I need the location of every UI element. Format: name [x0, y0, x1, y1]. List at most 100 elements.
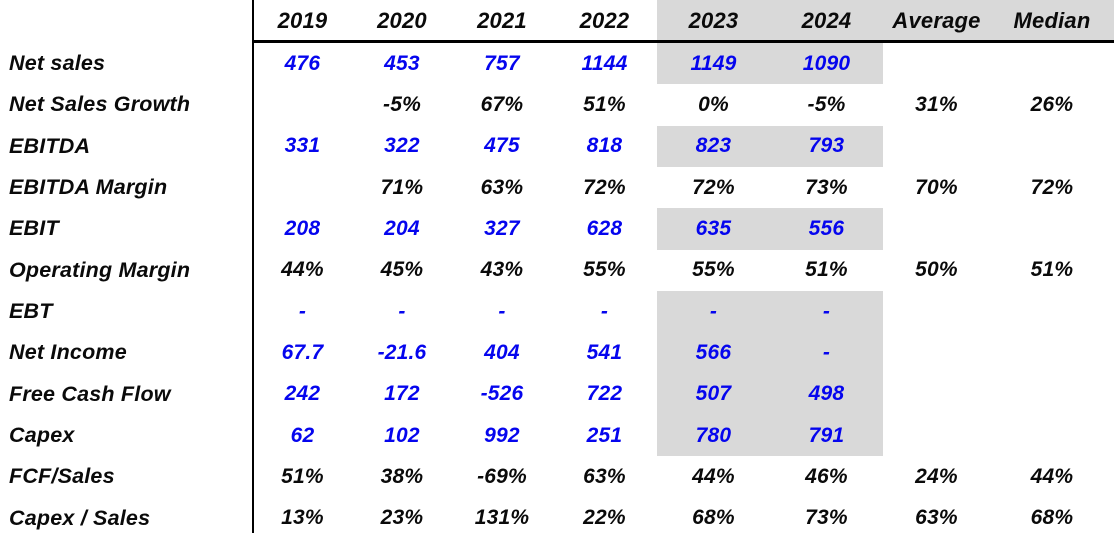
table-cell: 44% — [281, 258, 324, 282]
table-cell: 102 — [384, 423, 420, 447]
column-header-2023: 2023 — [657, 0, 770, 43]
row-label: Free Cash Flow — [9, 381, 171, 406]
table-cell: 780 — [657, 414, 770, 457]
table-cell: 71% — [380, 175, 424, 199]
table-cell: 72% — [583, 175, 626, 199]
table-cell: 51% — [583, 92, 626, 116]
row-label: EBT — [9, 299, 53, 324]
table-cell: - — [600, 299, 609, 323]
table-cell: 823 — [657, 125, 770, 167]
column-header-2019: 2019 — [277, 7, 328, 33]
table-cell: 43% — [480, 258, 524, 282]
table-cell: 556 — [770, 208, 883, 250]
row-label: Net sales — [9, 51, 106, 76]
table-cell: 818 — [586, 134, 623, 158]
table-cell: -526 — [480, 382, 524, 406]
table-cell — [990, 291, 1114, 332]
table-cell: 204 — [384, 216, 420, 240]
table-cell: 757 — [484, 51, 520, 75]
table-cell: 51% — [281, 464, 324, 488]
table-cell: -21.6 — [377, 340, 427, 364]
table-cell: 322 — [384, 134, 420, 158]
table-cell: 73% — [805, 506, 848, 530]
table-cell: 23% — [380, 506, 424, 530]
table-cell: - — [657, 290, 770, 333]
table-cell: 67% — [480, 92, 524, 116]
table-cell: 46% — [805, 464, 848, 488]
row-label: Capex / Sales — [9, 505, 151, 530]
table-cell: 242 — [284, 382, 321, 406]
column-header-average: Average — [883, 0, 990, 43]
table-cell: 498 — [770, 373, 883, 415]
table-cell — [883, 43, 990, 84]
table-cell: 453 — [384, 51, 420, 75]
table-cell: 172 — [384, 382, 420, 406]
table-cell: 331 — [284, 134, 321, 158]
table-cell: 62 — [290, 423, 315, 447]
column-header-2020: 2020 — [377, 7, 427, 33]
row-label: EBIT — [9, 216, 59, 241]
table-cell: 63% — [915, 506, 958, 530]
table-cell: 22% — [583, 506, 626, 530]
table-cell: 51% — [1030, 258, 1074, 282]
table-cell: 131% — [474, 506, 530, 530]
table-cell: 327 — [484, 216, 520, 240]
table-cell — [883, 208, 990, 249]
table-cell: 13% — [281, 506, 324, 530]
table-cell: 68% — [692, 506, 735, 530]
table-cell: 67.7 — [281, 340, 324, 364]
table-cell: 1149 — [657, 43, 770, 85]
table-cell — [990, 374, 1114, 415]
table-cell: 208 — [284, 216, 321, 240]
column-header-2021: 2021 — [477, 7, 527, 33]
row-label: Capex — [9, 423, 75, 448]
table-cell — [990, 126, 1114, 167]
table-cell: 24% — [915, 464, 958, 488]
table-cell: 1144 — [581, 51, 628, 75]
table-cell — [883, 291, 990, 332]
row-label: EBITDA Margin — [9, 175, 168, 200]
table-cell: 63% — [583, 464, 626, 488]
column-header-2024: 2024 — [770, 0, 883, 43]
table-cell: - — [398, 299, 406, 323]
table-cell: 70% — [915, 175, 958, 199]
table-cell: -5% — [383, 92, 421, 116]
row-label: EBITDA — [9, 133, 91, 158]
column-header-2022: 2022 — [579, 7, 630, 33]
table-cell: 507 — [657, 373, 770, 415]
table-cell — [990, 415, 1114, 456]
table-cell — [990, 332, 1114, 373]
table-cell: 791 — [770, 414, 883, 457]
row-label: Net Income — [9, 340, 127, 365]
table-cell: 51% — [805, 258, 848, 282]
corner-cell — [0, 0, 253, 43]
table-cell: 73% — [805, 175, 848, 199]
table-cell: 68% — [1030, 506, 1074, 530]
table-cell: 55% — [692, 258, 735, 282]
label-column-divider-line — [252, 0, 254, 533]
row-label: FCF/Sales — [9, 464, 115, 489]
table-cell — [883, 332, 990, 373]
row-label: Net Sales Growth — [9, 92, 191, 117]
table-cell: - — [770, 332, 883, 374]
table-cell: 50% — [915, 258, 958, 282]
table-cell: 63% — [480, 175, 524, 199]
table-cell: 1090 — [770, 43, 883, 85]
table-cell: -69% — [477, 464, 527, 488]
table-cell — [883, 126, 990, 167]
table-cell: 992 — [484, 423, 520, 447]
table-cell: - — [498, 299, 506, 323]
table-cell: 26% — [1030, 92, 1074, 116]
table-cell: 44% — [1030, 464, 1074, 488]
table-cell — [883, 415, 990, 456]
column-header-median: Median — [990, 0, 1114, 43]
table-cell: 38% — [380, 464, 424, 488]
table-cell — [253, 167, 352, 208]
table-cell: 0% — [698, 92, 729, 116]
table-cell: 55% — [583, 258, 626, 282]
header-underline — [252, 40, 1114, 43]
table-cell: 793 — [770, 125, 883, 167]
table-cell: 566 — [657, 332, 770, 374]
